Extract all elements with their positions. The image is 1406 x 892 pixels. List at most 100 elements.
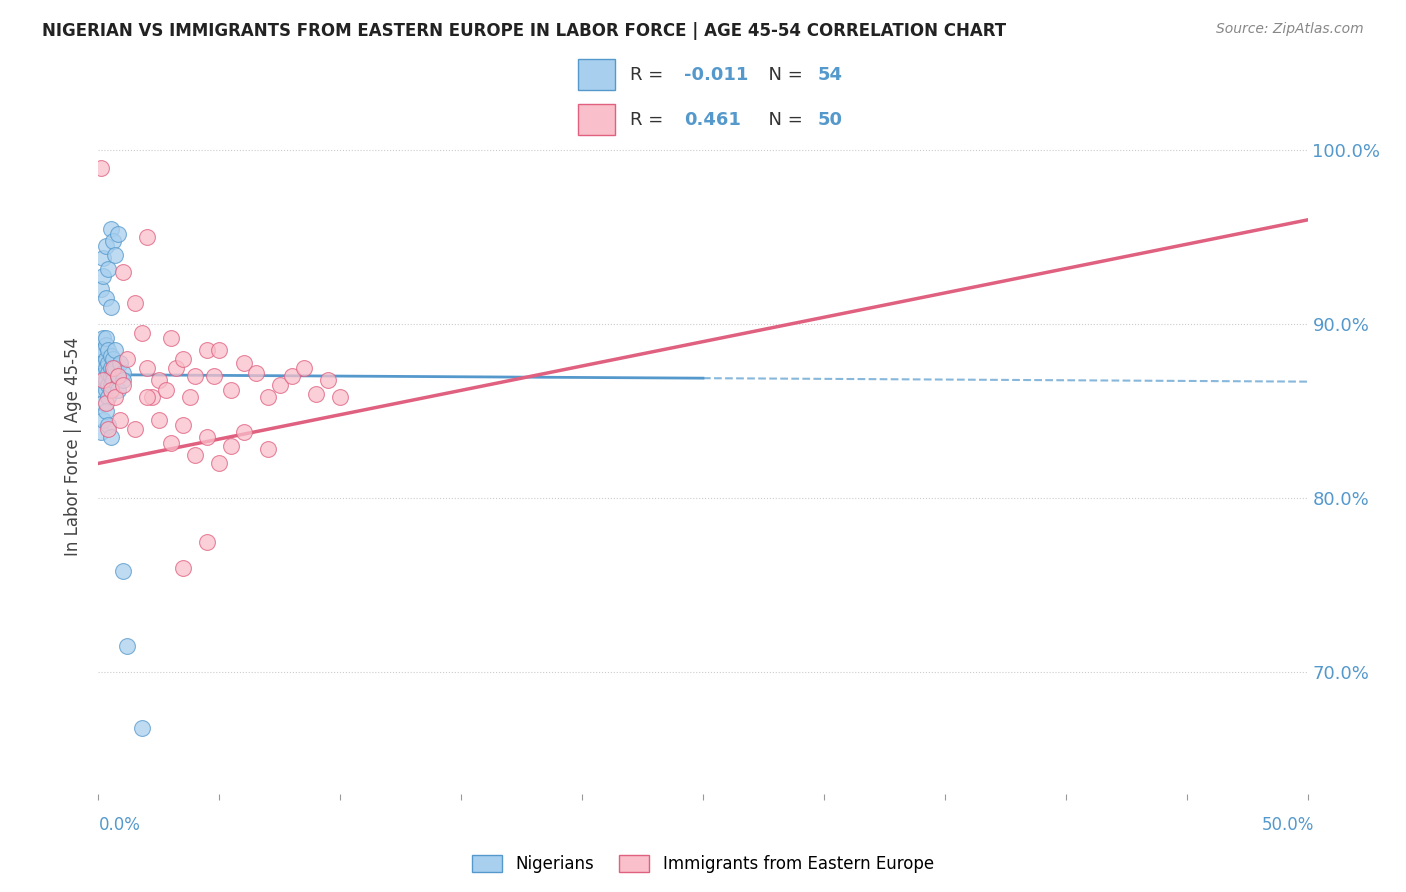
Point: [256, 390, 278, 404]
Point: [208, 456, 231, 470]
Point: [165, 360, 187, 375]
Point: [97, 378, 120, 392]
Text: Source: ZipAtlas.com: Source: ZipAtlas.com: [1216, 22, 1364, 37]
Point: [90, 373, 112, 387]
Point: [172, 418, 194, 433]
Point: [155, 384, 177, 398]
Point: [90, 282, 112, 296]
Point: [94, 384, 117, 398]
Point: [195, 534, 218, 549]
Point: [97, 390, 120, 404]
Point: [100, 378, 122, 392]
Point: [94, 239, 117, 253]
Point: [148, 413, 170, 427]
Point: [172, 351, 194, 366]
Point: [91, 373, 114, 387]
Point: [111, 373, 134, 387]
Text: 0.461: 0.461: [685, 111, 741, 128]
Point: [208, 343, 231, 358]
Text: -0.011: -0.011: [685, 66, 748, 84]
Point: [90, 360, 112, 375]
Point: [97, 418, 120, 433]
Point: [94, 404, 117, 418]
Point: [91, 368, 114, 382]
Point: [117, 639, 139, 653]
Point: [97, 366, 120, 380]
Point: [100, 349, 122, 363]
Point: [104, 360, 127, 375]
Point: [100, 221, 122, 235]
Point: [100, 384, 122, 398]
Point: [184, 369, 207, 384]
Point: [97, 355, 120, 369]
Point: [316, 373, 339, 387]
Y-axis label: In Labor Force | Age 45-54: In Labor Force | Age 45-54: [65, 336, 83, 556]
Point: [107, 227, 129, 241]
Point: [91, 413, 114, 427]
Point: [148, 373, 170, 387]
Legend: Nigerians, Immigrants from Eastern Europe: Nigerians, Immigrants from Eastern Europ…: [465, 848, 941, 880]
Point: [232, 425, 254, 439]
Point: [232, 355, 254, 369]
Point: [100, 430, 122, 444]
Point: [104, 247, 127, 261]
Point: [100, 300, 122, 314]
Point: [107, 384, 129, 398]
Point: [195, 430, 218, 444]
Point: [160, 331, 183, 345]
Point: [91, 331, 114, 345]
Point: [101, 351, 124, 366]
Text: NIGERIAN VS IMMIGRANTS FROM EASTERN EUROPE IN LABOR FORCE | AGE 45-54 CORRELATIO: NIGERIAN VS IMMIGRANTS FROM EASTERN EURO…: [42, 22, 1007, 40]
Point: [94, 331, 117, 345]
Text: N =: N =: [756, 111, 808, 128]
Point: [101, 366, 124, 380]
Point: [292, 360, 315, 375]
Point: [111, 564, 134, 578]
Text: 54: 54: [817, 66, 842, 84]
Point: [195, 343, 218, 358]
Point: [184, 448, 207, 462]
Point: [281, 369, 304, 384]
Point: [101, 360, 124, 375]
Point: [90, 425, 112, 439]
Point: [91, 395, 114, 409]
Text: 50: 50: [817, 111, 842, 128]
Text: 50.0%: 50.0%: [1263, 816, 1315, 834]
Point: [256, 442, 278, 457]
Point: [91, 355, 114, 369]
Point: [90, 349, 112, 363]
Point: [101, 234, 124, 248]
Point: [131, 721, 153, 735]
Point: [141, 390, 163, 404]
Point: [135, 230, 157, 244]
Text: R =: R =: [630, 111, 675, 128]
Point: [245, 366, 267, 380]
Point: [91, 251, 114, 265]
FancyBboxPatch shape: [578, 104, 614, 136]
Point: [94, 395, 117, 409]
Text: R =: R =: [630, 66, 669, 84]
Point: [94, 351, 117, 366]
Point: [91, 343, 114, 358]
Point: [91, 384, 114, 398]
Point: [107, 369, 129, 384]
Point: [90, 161, 112, 175]
Point: [94, 291, 117, 305]
Point: [100, 369, 122, 384]
Point: [108, 355, 131, 369]
Point: [90, 369, 112, 384]
Point: [97, 421, 120, 435]
FancyBboxPatch shape: [578, 59, 614, 90]
Text: N =: N =: [756, 66, 808, 84]
Point: [100, 360, 122, 375]
Point: [107, 369, 129, 384]
Point: [111, 378, 134, 392]
Point: [108, 413, 131, 427]
Point: [221, 384, 243, 398]
Point: [111, 366, 134, 380]
Point: [124, 421, 146, 435]
Point: [135, 390, 157, 404]
Point: [204, 369, 226, 384]
Point: [94, 360, 117, 375]
Point: [160, 435, 183, 450]
